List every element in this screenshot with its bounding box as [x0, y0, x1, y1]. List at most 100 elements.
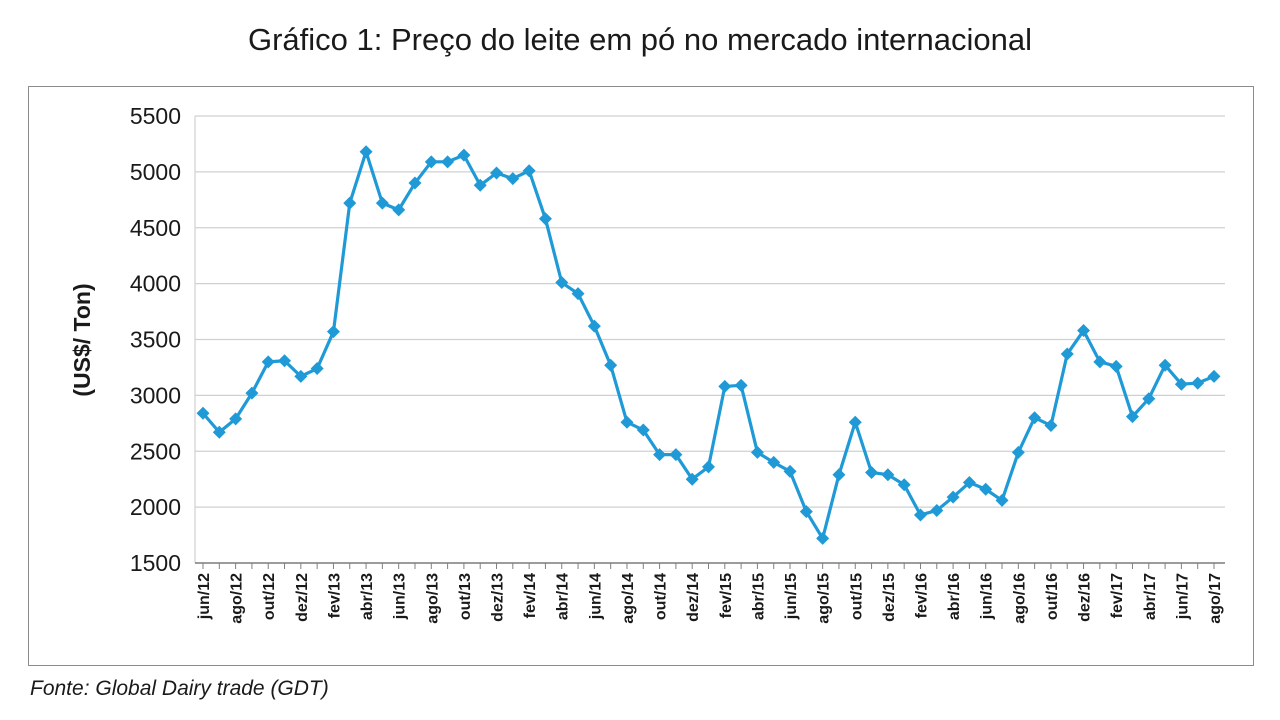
data-point: [799, 505, 813, 519]
x-tick-label: ago/16: [1011, 573, 1028, 624]
data-point: [995, 493, 1009, 507]
y-tick-labels: 1500 2000 2500 3000 3500 4000 4500 5000 5500: [130, 103, 181, 576]
data-point: [473, 178, 487, 192]
x-tick-label: abr/17: [1142, 573, 1159, 620]
x-tick-label: dez/16: [1077, 573, 1094, 622]
data-point: [408, 176, 422, 190]
data-point: [1077, 324, 1091, 338]
x-tick-label: dez/12: [294, 573, 311, 622]
x-tick-label: abr/15: [750, 573, 767, 620]
y-tick-label: 4000: [130, 271, 181, 297]
data-point: [392, 203, 406, 217]
data-point: [294, 369, 308, 383]
y-tick-label: 2500: [130, 438, 181, 464]
data-point: [457, 148, 471, 162]
data-point: [783, 464, 797, 478]
data-point: [1093, 355, 1107, 369]
data-point: [1158, 358, 1172, 372]
gridlines: [195, 115, 1225, 564]
data-point: [1044, 419, 1058, 433]
data-point: [490, 166, 504, 180]
x-tick-label: ago/12: [229, 573, 246, 624]
data-point: [653, 448, 667, 462]
data-point: [897, 478, 911, 492]
data-point: [278, 354, 292, 368]
data-point: [636, 423, 650, 437]
x-axis: [194, 116, 1225, 569]
x-tick-label: jun/14: [587, 573, 604, 620]
data-point: [1142, 392, 1156, 406]
data-point: [881, 468, 895, 482]
data-point: [212, 425, 226, 439]
x-tick-label: jun/15: [783, 573, 800, 620]
data-point: [506, 172, 520, 186]
y-tick-label: 5500: [130, 103, 181, 129]
x-tick-label: out/16: [1044, 573, 1061, 620]
data-point: [1207, 369, 1221, 383]
x-tick-label: abr/13: [359, 573, 376, 620]
x-tick-label: out/12: [261, 573, 278, 620]
x-tick-label: out/13: [457, 573, 474, 620]
data-point: [359, 145, 373, 159]
x-tick-label: ago/13: [424, 573, 441, 624]
data-point: [1011, 445, 1025, 459]
data-point: [750, 445, 764, 459]
data-point: [196, 406, 210, 420]
x-tick-label: ago/14: [620, 573, 637, 624]
data-point: [1125, 410, 1139, 424]
y-tick-label: 4500: [130, 215, 181, 241]
x-tick-label: fev/17: [1109, 573, 1126, 618]
data-point: [587, 319, 601, 333]
series-layer: [196, 145, 1221, 545]
y-tick-label: 2000: [130, 494, 181, 520]
data-point: [913, 508, 927, 522]
x-tick-label: fev/16: [913, 573, 930, 618]
x-tick-label: fev/15: [718, 573, 735, 618]
x-tick-label: jun/12: [196, 573, 213, 620]
data-point: [343, 196, 357, 210]
data-point: [930, 503, 944, 517]
x-tick-label: fev/14: [522, 573, 539, 618]
series-line: [201, 150, 1215, 541]
data-point: [261, 355, 275, 369]
data-point: [685, 472, 699, 486]
data-point: [424, 155, 438, 169]
data-point: [702, 460, 715, 474]
data-point: [522, 164, 536, 178]
x-tick-label: out/15: [848, 573, 865, 620]
data-point: [946, 490, 960, 504]
x-tick-label: dez/13: [490, 573, 507, 622]
source-note: Fonte: Global Dairy trade (GDT): [30, 677, 329, 700]
data-point: [555, 276, 569, 290]
data-point: [1191, 376, 1205, 390]
x-tick-label: jun/16: [979, 573, 996, 620]
data-point: [767, 455, 781, 469]
data-point: [326, 325, 340, 339]
data-point: [604, 358, 618, 372]
x-tick-label: abr/14: [555, 573, 572, 620]
x-tick-label: jun/13: [392, 573, 409, 620]
data-point: [865, 465, 879, 479]
y-tick-label: 3500: [130, 327, 181, 353]
x-tick-label: ago/15: [816, 573, 833, 624]
data-point: [962, 476, 976, 490]
x-tick-label: jun/17: [1174, 573, 1191, 620]
data-point: [1174, 377, 1188, 391]
data-point: [441, 155, 455, 169]
data-point: [1060, 347, 1074, 361]
data-point: [245, 386, 259, 400]
data-point: [1109, 359, 1123, 373]
data-point: [979, 482, 993, 496]
y-axis-label: (US$/ Ton): [69, 283, 95, 396]
data-point: [718, 379, 732, 393]
chart-frame: [28, 86, 1254, 666]
x-tick-label: abr/16: [946, 573, 963, 620]
x-tick-label: dez/15: [881, 573, 898, 622]
data-point: [848, 415, 862, 429]
data-point: [571, 287, 585, 301]
y-tick-label: 3000: [130, 382, 181, 408]
data-point: [620, 415, 634, 429]
data-point: [734, 378, 748, 392]
data-point: [310, 362, 324, 376]
y-tick-label: 5000: [130, 159, 181, 185]
